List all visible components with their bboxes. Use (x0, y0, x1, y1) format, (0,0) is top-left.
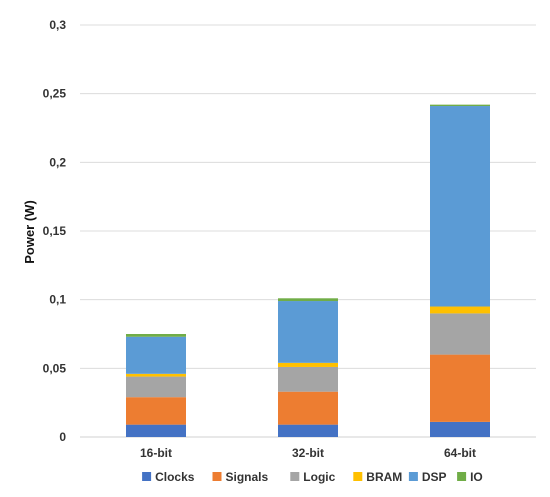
legend-item-io: IO (457, 470, 483, 484)
bar-io-16-bit (126, 334, 186, 337)
bar-io-64-bit (430, 104, 490, 107)
bar-signals-16-bit (126, 397, 186, 425)
x-tick-label: 32-bit (292, 446, 324, 460)
y-axis-ticks: 0 0,05 0,1 0,15 0,2 0,25 0,3 (43, 18, 67, 444)
bar-logic-64-bit (430, 313, 490, 355)
bar-bram-64-bit (430, 306, 490, 314)
bar-dsp-64-bit (430, 106, 490, 307)
bar-io-32-bit (278, 298, 338, 302)
x-tick-label: 64-bit (444, 446, 476, 460)
bar-signals-32-bit (278, 391, 338, 425)
legend: Clocks Signals Logic BRAM DSP IO (142, 470, 483, 484)
y-tick-label: 0,25 (43, 87, 67, 101)
x-tick-label: 16-bit (140, 446, 172, 460)
y-axis-title: Power (W) (22, 200, 37, 264)
legend-swatch (290, 472, 300, 481)
y-tick-label: 0,05 (43, 361, 67, 375)
x-axis-ticks: 16-bit 32-bit 64-bit (140, 446, 476, 460)
y-tick-label: 0,2 (49, 155, 66, 169)
bars (126, 104, 490, 437)
legend-swatch (408, 472, 418, 481)
bar-logic-16-bit (126, 376, 186, 398)
bar-dsp-16-bit (126, 336, 186, 374)
legend-swatch (353, 472, 363, 481)
bar-dsp-32-bit (278, 301, 338, 363)
y-tick-label: 0,1 (49, 293, 66, 307)
bar-signals-64-bit (430, 354, 490, 422)
legend-item-bram: BRAM (353, 470, 402, 484)
bar-bram-16-bit (126, 373, 186, 377)
legend-swatch (457, 472, 467, 481)
legend-item-dsp: DSP (408, 470, 447, 484)
y-tick-label: 0,3 (49, 18, 66, 32)
bar-clocks-64-bit (430, 421, 490, 437)
legend-label: Signals (226, 470, 269, 484)
legend-label: IO (470, 470, 483, 484)
legend-swatch (142, 472, 152, 481)
legend-item-clocks: Clocks (142, 470, 195, 484)
legend-item-logic: Logic (290, 470, 336, 484)
bar-bram-32-bit (278, 362, 338, 367)
legend-label: Logic (303, 470, 335, 484)
legend-swatch (212, 472, 222, 481)
bar-clocks-32-bit (278, 424, 338, 437)
legend-label: DSP (422, 470, 447, 484)
y-tick-label: 0 (59, 430, 66, 444)
legend-item-signals: Signals (212, 470, 269, 484)
bar-logic-32-bit (278, 366, 338, 392)
legend-label: Clocks (155, 470, 195, 484)
bar-clocks-16-bit (126, 424, 186, 437)
y-tick-label: 0,15 (43, 224, 67, 238)
legend-label: BRAM (366, 470, 402, 484)
